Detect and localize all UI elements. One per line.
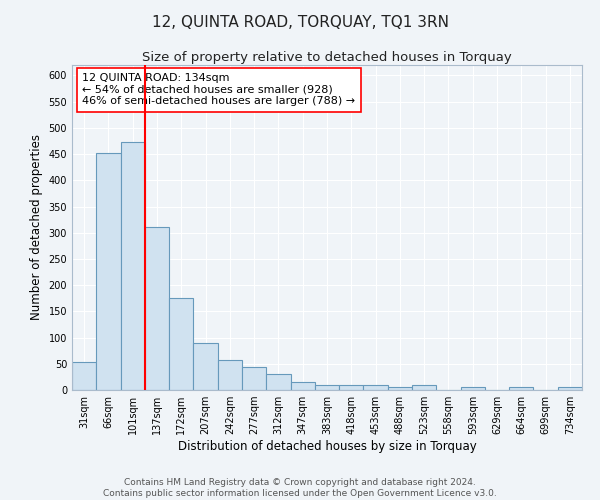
Bar [169,298,193,390]
Bar [461,388,485,390]
Bar [364,385,388,390]
Bar [218,360,242,390]
Bar [72,362,96,390]
Bar [388,388,412,390]
Y-axis label: Number of detached properties: Number of detached properties [30,134,43,320]
Bar [121,142,145,390]
Bar [412,386,436,390]
Bar [290,382,315,390]
Bar [558,388,582,390]
Text: 12 QUINTA ROAD: 134sqm
← 54% of detached houses are smaller (928)
46% of semi-de: 12 QUINTA ROAD: 134sqm ← 54% of detached… [82,73,355,106]
Bar [193,343,218,390]
Bar [242,368,266,390]
Bar [266,374,290,390]
Bar [339,386,364,390]
Bar [315,386,339,390]
Bar [145,227,169,390]
Title: Size of property relative to detached houses in Torquay: Size of property relative to detached ho… [142,51,512,64]
Text: Contains HM Land Registry data © Crown copyright and database right 2024.
Contai: Contains HM Land Registry data © Crown c… [103,478,497,498]
Bar [96,153,121,390]
Text: 12, QUINTA ROAD, TORQUAY, TQ1 3RN: 12, QUINTA ROAD, TORQUAY, TQ1 3RN [151,15,449,30]
X-axis label: Distribution of detached houses by size in Torquay: Distribution of detached houses by size … [178,440,476,453]
Bar [509,387,533,390]
